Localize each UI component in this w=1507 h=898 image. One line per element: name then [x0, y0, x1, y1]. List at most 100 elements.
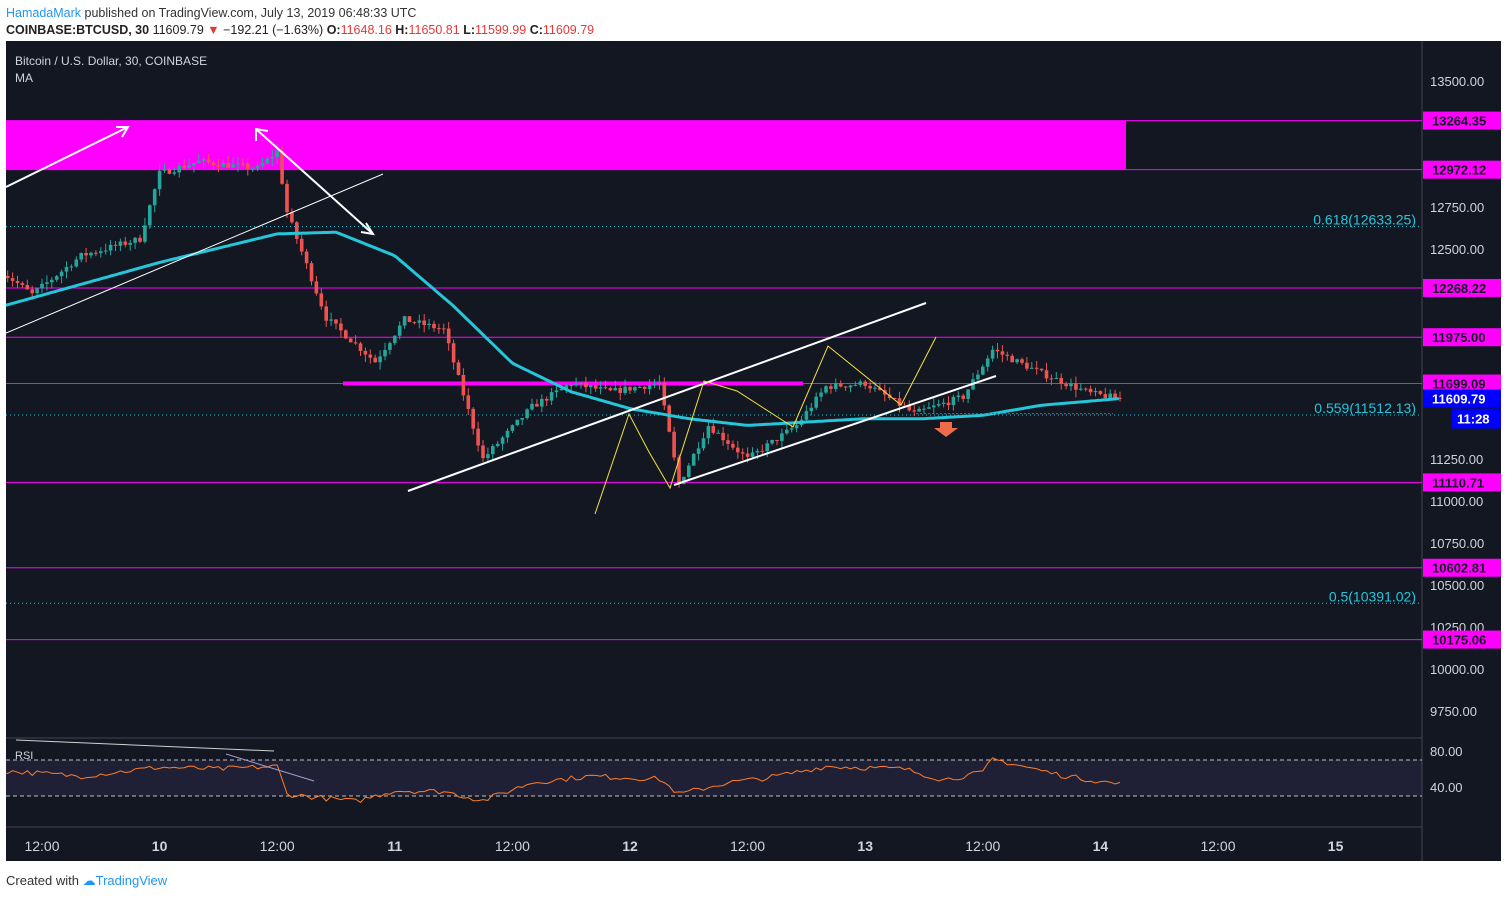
time-tick-label: 12:00 [965, 838, 1000, 854]
candle-body [687, 465, 691, 477]
published-text: published on TradingView.com, July 13, 2… [84, 6, 417, 20]
close-value: 11609.79 [542, 23, 595, 37]
price-tick-label: 10750.00 [1430, 536, 1484, 551]
candle-body [1030, 367, 1034, 369]
candle-body [579, 382, 583, 384]
candle-body [917, 408, 921, 412]
moving-average-line [6, 230, 1119, 427]
candle-body [211, 162, 216, 166]
candle-body [981, 366, 985, 375]
candle-body [711, 426, 716, 433]
countdown-label: 11:28 [1457, 412, 1490, 427]
candle-body [873, 387, 877, 389]
candle-body [829, 386, 833, 389]
resistance-zone [6, 120, 1126, 170]
level-price-tag-label: 10602.81 [1432, 561, 1486, 576]
countdown-tag [1452, 408, 1501, 429]
time-tick-label: 12:00 [495, 838, 530, 854]
candle-body [1010, 355, 1014, 363]
candle-body [99, 251, 103, 253]
ohlc-bar: COINBASE:BTCUSD, 30 11609.79 ▼ −192.21 (… [6, 23, 594, 37]
candle-body [373, 357, 377, 363]
candle-body [515, 419, 520, 426]
level-price-tag [1423, 473, 1501, 492]
chart-area[interactable] [6, 41, 1501, 861]
candle-body [770, 439, 774, 444]
candle-body [197, 160, 201, 164]
candle-body [319, 293, 324, 307]
candle-body [393, 335, 397, 344]
candle-body [148, 205, 152, 226]
candle-body [1005, 354, 1010, 356]
rsi-divergence-line [225, 753, 315, 782]
candle-body [216, 165, 221, 167]
author-link[interactable]: HamadaMark [6, 6, 82, 20]
tradingview-link[interactable]: TradingView [95, 873, 168, 888]
candle-body [334, 319, 338, 324]
candle-body [461, 374, 466, 396]
candle-body [638, 386, 642, 388]
candle-body [559, 388, 564, 391]
candle-body [103, 250, 108, 252]
candle-body [775, 439, 779, 441]
candle-body [358, 343, 363, 351]
candle-body [726, 440, 730, 444]
low-value: 11599.99 [475, 23, 527, 37]
candle-body [89, 252, 93, 256]
candle-body [15, 280, 20, 284]
candle-body [897, 398, 902, 406]
candle-body [691, 453, 696, 466]
tradingview-logo-icon[interactable]: ☁ [82, 873, 96, 888]
candle-body [108, 244, 113, 251]
candle-body [486, 454, 490, 459]
candle-body [740, 452, 745, 454]
change-arrow-icon: ▼ [207, 23, 220, 37]
candle-body [187, 165, 191, 168]
candle-body [402, 316, 407, 326]
channel-lower-line [673, 375, 997, 486]
candle-body [946, 402, 951, 406]
candle-body [544, 398, 549, 401]
candle-body [647, 385, 652, 389]
level-price-tag-label: 11699.09 [1432, 377, 1486, 392]
candle-body [206, 159, 211, 163]
candle-body [868, 385, 872, 389]
candle-body [760, 450, 765, 452]
candle-body [936, 404, 941, 406]
chart-legend-title: Bitcoin / U.S. Dollar, 30, COINBASE [15, 54, 207, 68]
candle-body [20, 283, 25, 285]
candle-body [182, 165, 186, 168]
candle-body [201, 159, 206, 161]
candle-body [368, 354, 373, 358]
candle-body [838, 383, 843, 387]
candle-body [471, 408, 475, 429]
trendline-upper [6, 173, 384, 334]
candle-body [260, 163, 265, 166]
candle-body [383, 349, 387, 357]
candle-body [172, 172, 177, 174]
candle-body [437, 328, 441, 330]
candle-body [1054, 377, 1059, 379]
price-tick-label: 11000.00 [1430, 494, 1483, 509]
candle-body [1093, 391, 1098, 393]
candle-body [667, 405, 671, 432]
candle-body [412, 322, 417, 324]
candle-body [618, 387, 622, 393]
candle-body [794, 425, 799, 429]
candle-body [290, 212, 294, 223]
chart-canvas[interactable]: 0.618(12633.25) 0.559(11512.13) 0.5(10391.… [6, 41, 1501, 861]
candle-body [750, 452, 755, 457]
candle-body [221, 163, 226, 167]
candle-body [584, 382, 588, 388]
high-label: H: [395, 23, 409, 37]
candle-body [858, 381, 863, 385]
symbol-label: COINBASE:BTCUSD, 30 [6, 23, 150, 37]
candle-body [662, 382, 667, 406]
candle-body [657, 382, 662, 385]
candle-body [314, 281, 319, 294]
candle-body [1034, 367, 1039, 369]
candle-body [152, 189, 157, 206]
level-price-tag [1423, 160, 1501, 179]
candle-body [6, 275, 10, 279]
arrow-head-icon [360, 222, 376, 236]
